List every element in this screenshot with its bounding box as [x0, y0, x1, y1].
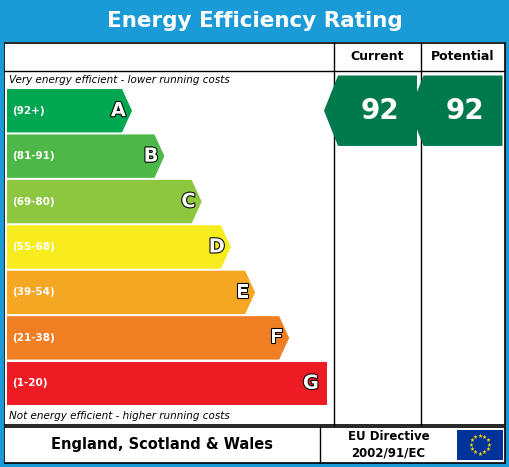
Text: Energy Efficiency Rating: Energy Efficiency Rating — [106, 11, 403, 31]
Text: 92: 92 — [360, 97, 399, 125]
Text: (92+): (92+) — [12, 106, 45, 116]
Text: ★: ★ — [473, 435, 478, 440]
Text: England, Scotland & Wales: England, Scotland & Wales — [51, 438, 273, 453]
Text: (69-80): (69-80) — [12, 197, 54, 206]
Polygon shape — [7, 316, 289, 360]
Text: (55-68): (55-68) — [12, 242, 55, 252]
Text: ★: ★ — [482, 435, 487, 440]
Text: A: A — [111, 101, 126, 120]
Polygon shape — [7, 134, 164, 178]
Bar — [4, 43, 505, 425]
Text: (39-54): (39-54) — [12, 287, 55, 297]
Text: ★: ★ — [470, 438, 475, 443]
Text: Potential: Potential — [431, 50, 495, 64]
Text: 92: 92 — [446, 97, 484, 125]
Text: ★: ★ — [477, 452, 483, 457]
Polygon shape — [324, 76, 417, 146]
Text: (81-91): (81-91) — [12, 151, 54, 161]
Polygon shape — [7, 361, 327, 405]
Text: Very energy efficient - lower running costs: Very energy efficient - lower running co… — [9, 75, 230, 85]
Text: D: D — [209, 238, 225, 256]
Text: ★: ★ — [487, 443, 491, 447]
Text: C: C — [181, 192, 195, 211]
Bar — [0, 0, 509, 42]
Text: ★: ★ — [486, 447, 490, 452]
Text: ★: ★ — [482, 450, 487, 455]
Text: (21-38): (21-38) — [12, 333, 55, 343]
Bar — [4, 427, 505, 463]
Text: ★: ★ — [473, 450, 478, 455]
Text: Current: Current — [351, 50, 404, 64]
Text: (1-20): (1-20) — [12, 378, 47, 388]
Text: ★: ★ — [469, 443, 473, 447]
Polygon shape — [7, 180, 202, 223]
Polygon shape — [7, 225, 231, 269]
Text: B: B — [144, 147, 158, 166]
Text: G: G — [303, 374, 319, 393]
Text: Not energy efficient - higher running costs: Not energy efficient - higher running co… — [9, 411, 230, 421]
Text: E: E — [236, 283, 249, 302]
Bar — [457, 430, 503, 460]
Text: EU Directive
2002/91/EC: EU Directive 2002/91/EC — [348, 430, 429, 460]
Text: ★: ★ — [486, 438, 490, 443]
Text: ★: ★ — [470, 447, 475, 452]
Text: ★: ★ — [477, 433, 483, 439]
Polygon shape — [7, 271, 255, 314]
Text: F: F — [270, 328, 283, 347]
Polygon shape — [410, 76, 502, 146]
Polygon shape — [7, 89, 132, 133]
